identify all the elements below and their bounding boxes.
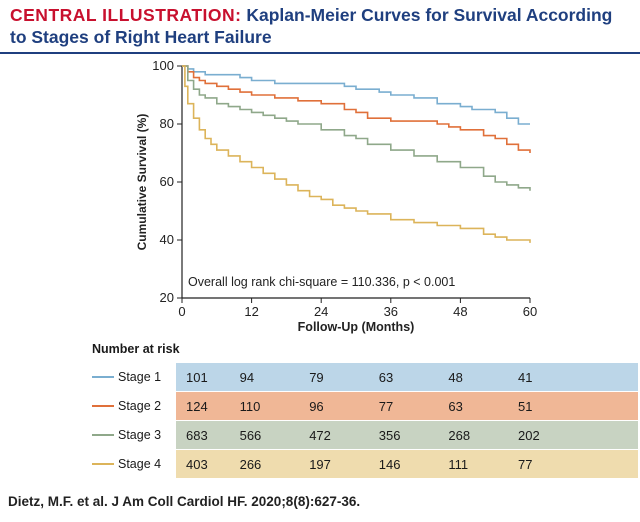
y-tick-label: 20: [160, 290, 174, 305]
risk-row: Stage 1 101 94 79 63 48 41: [88, 363, 638, 391]
risk-count: 77: [378, 399, 394, 414]
risk-count: 51: [518, 399, 533, 414]
legend-line: [92, 405, 114, 407]
risk-count: 79: [309, 370, 324, 385]
risk-row-label: Stage 2: [118, 399, 162, 413]
y-tick-label: 80: [160, 116, 174, 131]
risk-count: 96: [309, 399, 324, 414]
x-tick-label: 0: [178, 304, 185, 319]
log-rank-annotation: Overall log rank chi-square = 110.336, p…: [188, 275, 455, 289]
x-tick-label: 12: [244, 304, 258, 319]
y-tick-label: 100: [152, 58, 174, 73]
risk-row-band: 124 110 96 77 63 51: [176, 392, 638, 420]
risk-count: 403: [186, 457, 208, 472]
risk-count: 266: [239, 457, 262, 472]
risk-row-label: Stage 4: [118, 457, 162, 471]
risk-count: 197: [309, 457, 331, 472]
risk-row-band: 101 94 79 63 48 41: [176, 363, 638, 391]
risk-count: 268: [448, 428, 471, 443]
risk-count: 111: [448, 457, 469, 472]
risk-count: 472: [309, 428, 331, 443]
citation: Dietz, M.F. et al. J Am Coll Cardiol HF.…: [8, 494, 361, 509]
risk-count: 202: [518, 428, 540, 443]
y-axis-title: Cumulative Survival (%): [135, 114, 149, 251]
risk-row-label: Stage 1: [118, 370, 162, 384]
title-text: Kaplan-Meier Curves for Survival Accordi…: [10, 5, 613, 47]
risk-row: Stage 3 683 566 472 356 268 202: [88, 421, 638, 449]
risk-table-title: Number at risk: [92, 342, 180, 356]
x-tick-label: 24: [314, 304, 328, 319]
risk-row: Stage 2 124 110 96 77 63 51: [88, 392, 638, 420]
risk-row-band: 683 566 472 356 268 202: [176, 421, 638, 449]
risk-count: 63: [448, 399, 463, 414]
risk-count: 124: [186, 399, 208, 414]
risk-count: 94: [239, 370, 255, 385]
x-tick-label: 60: [523, 304, 537, 319]
risk-count: 146: [378, 457, 401, 472]
legend-line: [92, 463, 114, 465]
risk-row-label: Stage 3: [118, 428, 162, 442]
title-divider: [0, 52, 640, 54]
y-tick-label: 40: [160, 232, 174, 247]
risk-row-band: 403 266 197 146 111 77: [176, 450, 638, 478]
risk-count: 63: [378, 370, 394, 385]
legend-line: [92, 434, 114, 436]
risk-count: 48: [448, 370, 463, 385]
risk-row: Stage 4 403 266 197 146 111 77: [88, 450, 638, 478]
risk-count: 566: [239, 428, 262, 443]
y-tick-label: 60: [160, 174, 174, 189]
illustration-title: CENTRAL ILLUSTRATION: Kaplan-Meier Curve…: [10, 4, 630, 48]
risk-count: 110: [239, 399, 261, 414]
km-chart: 20 40 60 80 100 0 12 24 36 48 60 Follow-Up (Months)…: [135, 58, 537, 334]
km-curve-stage-2: [182, 65, 531, 153]
risk-count: 41: [518, 370, 533, 385]
x-tick-label: 36: [384, 304, 398, 319]
km-curve-stage-3: [182, 65, 531, 191]
risk-count: 101: [186, 370, 208, 385]
legend-line: [92, 376, 114, 378]
x-tick-label: 48: [453, 304, 467, 319]
km-curve-stage-1: [182, 65, 530, 125]
risk-count: 356: [378, 428, 401, 443]
risk-count: 77: [518, 457, 533, 472]
title-prefix: CENTRAL ILLUSTRATION:: [10, 5, 242, 25]
km-curve-stage-4: [182, 65, 531, 243]
x-axis-title: Follow-Up (Months): [298, 320, 415, 334]
risk-count: 683: [186, 428, 208, 443]
